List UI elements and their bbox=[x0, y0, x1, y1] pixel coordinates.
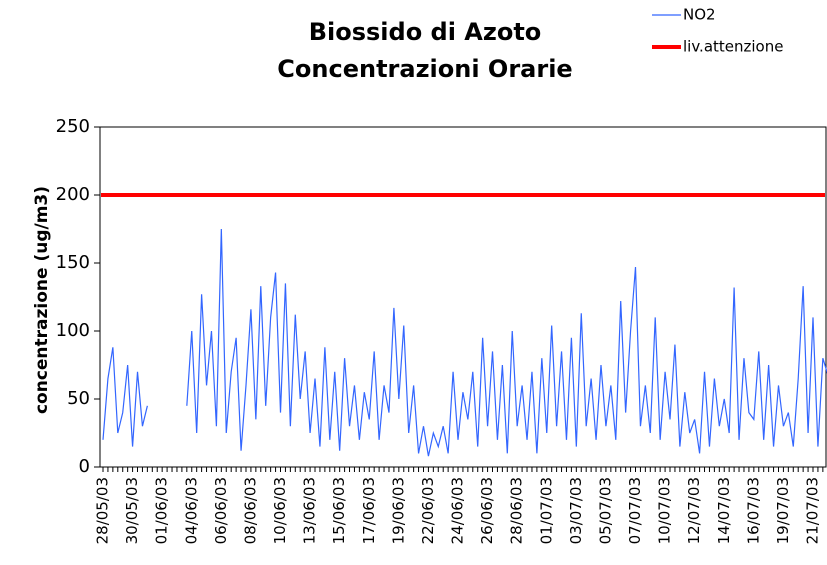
x-tick-label: 05/07/03 bbox=[596, 477, 614, 544]
x-tick-label: 16/07/03 bbox=[744, 477, 762, 544]
legend-label: liv.attenzione bbox=[683, 38, 783, 56]
x-tick-label: 01/07/03 bbox=[537, 477, 555, 544]
x-tick-label: 12/07/03 bbox=[685, 477, 703, 544]
y-tick-label: 250 bbox=[56, 116, 90, 137]
y-axis-label: concentrazione (ug/m3) bbox=[32, 186, 52, 414]
y-tick-label: 50 bbox=[67, 388, 90, 409]
x-tick-label: 08/06/03 bbox=[241, 477, 259, 544]
y-tick-label: 0 bbox=[79, 456, 90, 477]
x-tick-label: 04/06/03 bbox=[182, 477, 200, 544]
x-tick-label: 24/06/03 bbox=[449, 477, 467, 544]
x-tick-label: 26/06/03 bbox=[478, 477, 496, 544]
x-tick-label: 21/07/03 bbox=[804, 477, 822, 544]
x-tick-label: 03/07/03 bbox=[567, 477, 585, 544]
x-tick-label: 15/06/03 bbox=[330, 477, 348, 544]
series-line bbox=[102, 228, 827, 457]
chart-subtitle: Concentrazioni Orarie bbox=[277, 55, 572, 83]
plot-area bbox=[99, 126, 827, 468]
x-tick-label: 10/07/03 bbox=[656, 477, 674, 544]
y-tick-label: 150 bbox=[56, 252, 90, 273]
x-tick-label: 19/06/03 bbox=[389, 477, 407, 544]
x-tick-label: 28/05/03 bbox=[94, 477, 112, 544]
x-tick-label: 19/07/03 bbox=[774, 477, 792, 544]
x-tick-label: 22/06/03 bbox=[419, 477, 437, 544]
legend-label: NO2 bbox=[683, 6, 716, 24]
x-tick-label: 30/05/03 bbox=[123, 477, 141, 544]
x-tick-label: 07/07/03 bbox=[626, 477, 644, 544]
y-tick-label: 200 bbox=[56, 184, 90, 205]
y-tick-label: 100 bbox=[56, 320, 90, 341]
x-tick-label: 13/06/03 bbox=[301, 477, 319, 544]
x-tick-label: 06/06/03 bbox=[212, 477, 230, 544]
chart-title: Biossido di Azoto bbox=[309, 18, 542, 46]
x-tick-label: 28/06/03 bbox=[508, 477, 526, 544]
x-tick-label: 17/06/03 bbox=[360, 477, 378, 544]
x-tick-label: 01/06/03 bbox=[153, 477, 171, 544]
x-tick-label: 10/06/03 bbox=[271, 477, 289, 544]
x-tick-label: 14/07/03 bbox=[715, 477, 733, 544]
